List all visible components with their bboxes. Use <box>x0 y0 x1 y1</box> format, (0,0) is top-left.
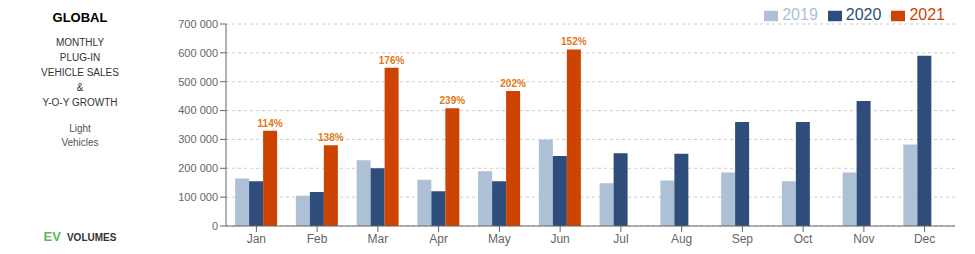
html-text:GLOBAL: GLOBAL <box>52 10 108 25</box>
svg-text:Aug: Aug <box>671 232 692 246</box>
svg-text:Mar: Mar <box>368 232 389 246</box>
svg-text:239%: 239% <box>440 95 466 106</box>
svg-text:114%: 114% <box>258 118 283 129</box>
svg-text:200 000: 200 000 <box>178 162 218 174</box>
html-text:Light Vehicles: Light Vehicles <box>61 123 99 148</box>
svg-text:500 000: 500 000 <box>178 76 218 88</box>
svg-text:400 000: 400 000 <box>178 104 218 116</box>
svg-text:0: 0 <box>212 220 218 232</box>
html-text:MONTHLY PLUG-IN VEHICLE SALES: MONTHLY PLUG-IN VEHICLE SALES & Y-O-Y GR… <box>41 37 119 108</box>
svg-text:300 000: 300 000 <box>178 133 218 145</box>
svg-text:Apr: Apr <box>429 232 448 246</box>
html-text:EV VOLUMES: EV VOLUMES <box>43 229 117 244</box>
svg-text:Nov: Nov <box>853 232 874 246</box>
svg-text:Oct: Oct <box>794 232 813 246</box>
svg-text:Jan: Jan <box>247 232 266 246</box>
svg-text:May: May <box>488 232 511 246</box>
svg-text:Jul: Jul <box>613 232 628 246</box>
html-text:2019: 2019 <box>782 6 818 23</box>
svg-text:152%: 152% <box>561 36 587 47</box>
svg-text:176%: 176% <box>379 55 405 66</box>
svg-text:Dec: Dec <box>914 232 935 246</box>
svg-text:Feb: Feb <box>307 232 328 246</box>
svg-text:Sep: Sep <box>732 232 754 246</box>
svg-text:700 000: 700 000 <box>178 18 218 30</box>
svg-text:600 000: 600 000 <box>178 47 218 59</box>
svg-text:138%: 138% <box>318 132 344 143</box>
html-text:2021: 2021 <box>909 6 945 23</box>
svg-text:100 000: 100 000 <box>178 191 218 203</box>
svg-text:202%: 202% <box>500 78 526 89</box>
svg-text:Jun: Jun <box>550 232 569 246</box>
html-text:2020: 2020 <box>845 6 882 23</box>
